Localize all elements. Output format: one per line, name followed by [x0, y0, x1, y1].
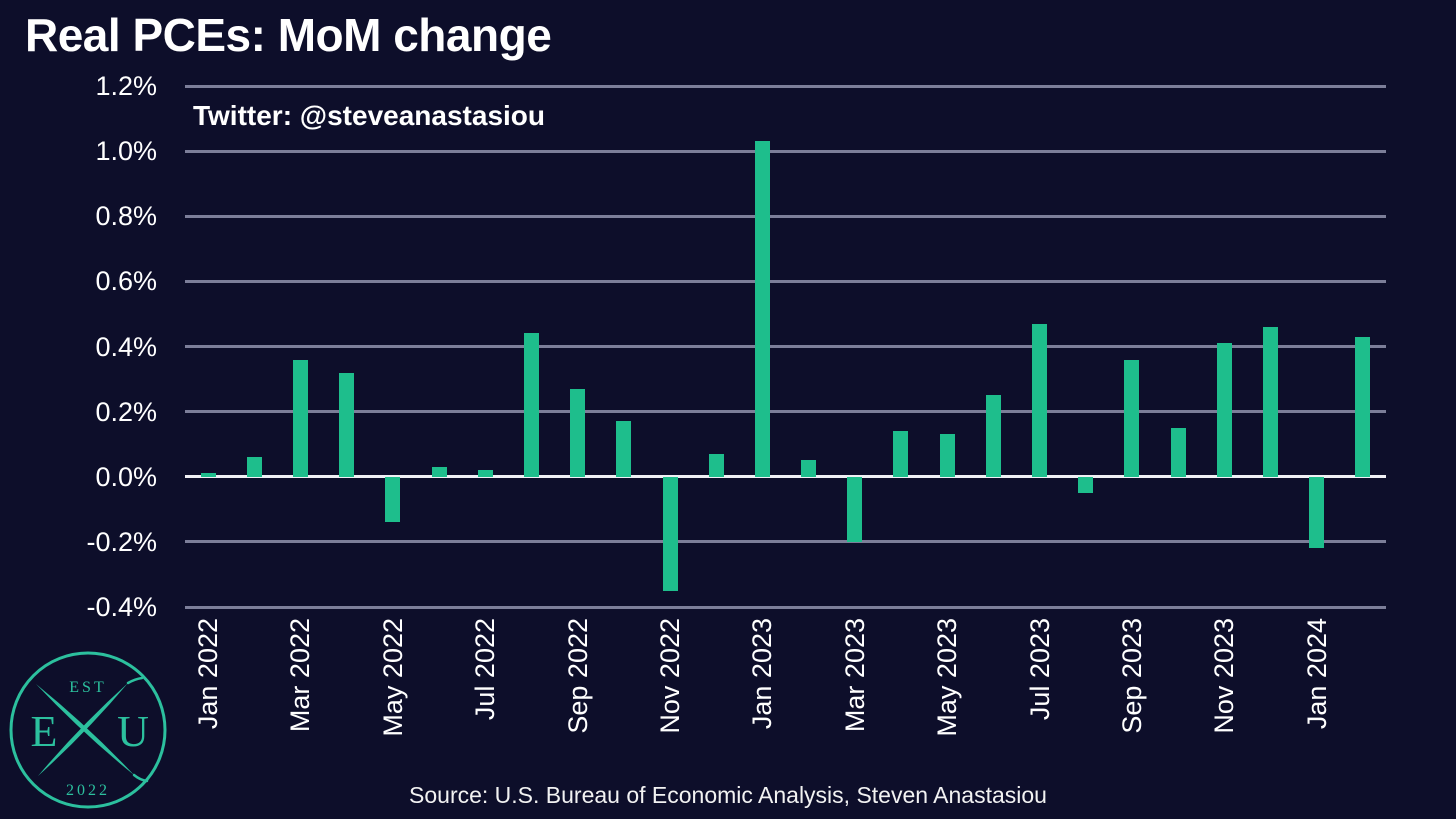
bar: [246, 457, 262, 477]
gridline-y: [185, 214, 1386, 218]
y-tick-label: 1.0%: [95, 136, 157, 167]
x-tick-label: Mar 2023: [839, 618, 870, 733]
x-tick-label: Jan 2022: [193, 618, 224, 730]
logo-letter-e: E: [31, 707, 58, 756]
logo-est-text: EST: [69, 679, 106, 696]
bar: [1355, 336, 1371, 477]
logo: EST E U 2022: [9, 651, 167, 809]
x-tick-label: Nov 2022: [655, 618, 686, 734]
y-tick-label: 1.2%: [95, 71, 157, 101]
chart-title: Real PCEs: MoM change: [25, 9, 552, 61]
x-tick-label: Jan 2023: [747, 618, 778, 730]
logo-circle: [9, 651, 167, 809]
twitter-annotation: Twitter: @steveanastasiou: [193, 100, 545, 131]
x-tick-label: Nov 2023: [1209, 618, 1240, 734]
y-tick-label: 0.6%: [95, 266, 157, 297]
y-tick-label: 0.8%: [95, 201, 157, 232]
source-text: Source: U.S. Bureau of Economic Analysis…: [409, 782, 1047, 808]
bar: [477, 470, 493, 477]
bar: [847, 476, 863, 542]
bar: [1216, 343, 1232, 477]
y-tick-label: 0.0%: [95, 461, 157, 492]
gridline-y: [185, 540, 1386, 544]
gridline-y: [185, 84, 1386, 88]
x-tick-label: Jul 2022: [470, 618, 501, 721]
x-tick-label: May 2022: [377, 618, 408, 737]
bar: [431, 466, 447, 477]
logo-year-text: 2022: [66, 782, 110, 799]
x-tick-label: Sep 2023: [1116, 618, 1147, 734]
bar: [570, 388, 586, 477]
bar: [662, 476, 678, 591]
bar: [1309, 476, 1325, 549]
y-tick-label: 0.2%: [95, 396, 157, 427]
bar: [523, 333, 539, 477]
bar: [754, 141, 770, 477]
bar: [1263, 326, 1279, 477]
x-tick-label: Jan 2024: [1301, 618, 1332, 730]
bar: [1170, 427, 1186, 477]
x-tick-label: Jul 2023: [1024, 618, 1055, 721]
gridline-y: [185, 410, 1386, 414]
gridline-y: [185, 279, 1386, 283]
bar: [385, 476, 401, 523]
logo-x-tail-top: [126, 676, 144, 685]
y-tick-label: 0.4%: [95, 331, 157, 362]
bar: [1078, 476, 1094, 494]
x-tick-label: Mar 2022: [285, 618, 316, 733]
bar: [939, 434, 955, 477]
zero-line: [185, 475, 1386, 479]
x-tick-label: May 2023: [932, 618, 963, 737]
gridline-y: [185, 345, 1386, 348]
y-tick-label: -0.4%: [86, 592, 157, 622]
bar: [339, 372, 355, 477]
bar: [1032, 323, 1048, 477]
y-tick-label: -0.2%: [86, 526, 157, 557]
bar: [616, 421, 632, 477]
logo-x-stroke-2: [38, 683, 128, 776]
gridline-y: [185, 605, 1386, 609]
bar: [200, 473, 216, 477]
bar: [708, 453, 724, 477]
bar: [985, 395, 1001, 477]
bar: [1124, 359, 1140, 477]
bar: [801, 460, 817, 477]
bar: [893, 431, 909, 477]
x-tick-label: Sep 2022: [562, 618, 593, 734]
bar: [292, 359, 308, 477]
logo-letter-u: U: [117, 707, 149, 756]
logo-x-tail-bottom: [132, 773, 149, 783]
gridline-y: [185, 149, 1386, 153]
